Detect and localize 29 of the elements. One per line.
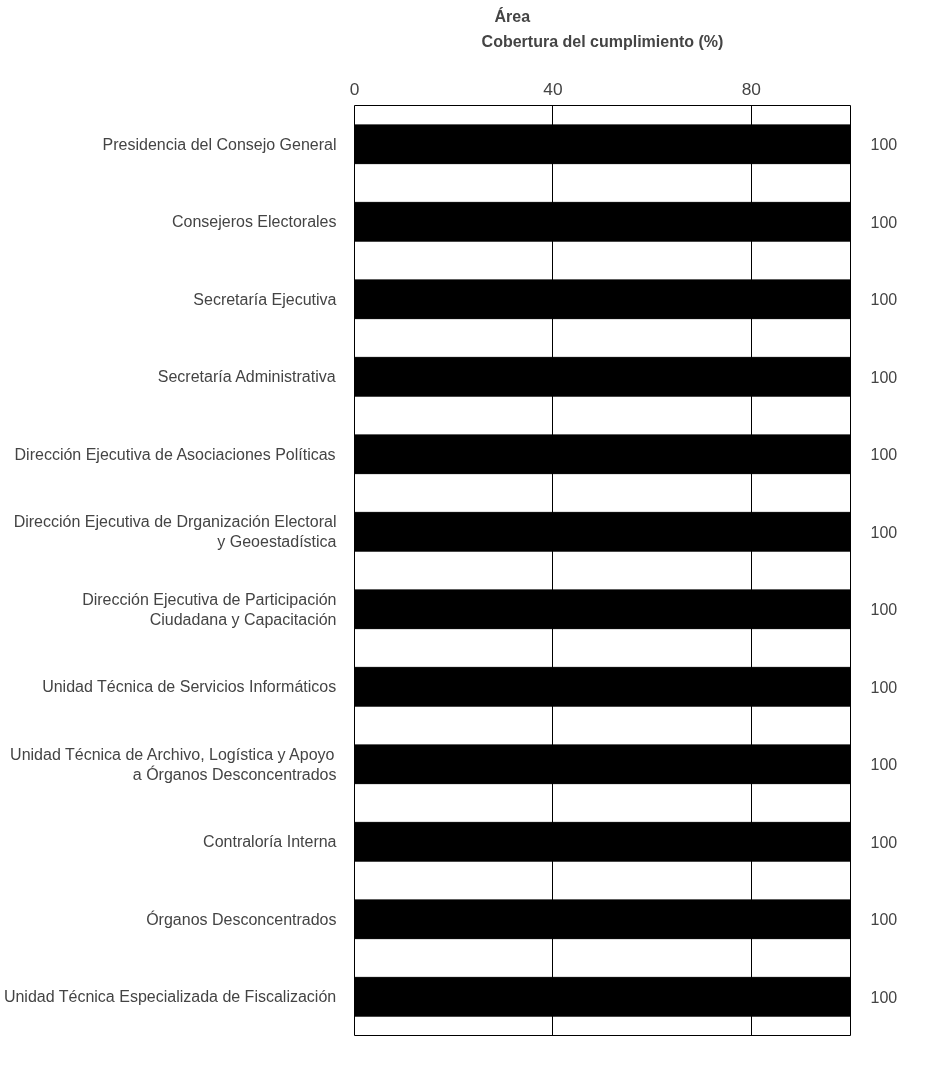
y-tick-label: Presidencia del Consejo General bbox=[102, 135, 337, 153]
data-label: 100 bbox=[870, 756, 898, 774]
data-label: 100 bbox=[870, 988, 898, 1006]
data-label: 100 bbox=[870, 368, 898, 386]
x-tick-label: 40 bbox=[543, 78, 563, 99]
data-label: 100 bbox=[870, 213, 898, 231]
y-axis-title: Área bbox=[494, 6, 531, 25]
data-label: 100 bbox=[870, 446, 898, 464]
y-tick-label: Contraloría Interna bbox=[203, 833, 337, 851]
y-tick-label: Dirección Ejecutiva de Asociaciones Políticas bbox=[14, 445, 336, 463]
y-tick-label: Órganos Desconcentrados bbox=[146, 909, 337, 928]
y-tick-label: Unidad Técnica Especializada de Fiscalización bbox=[3, 988, 337, 1006]
y-tick-label: Secretaría Administrativa bbox=[157, 368, 336, 386]
y-tick-label: Unidad Técnica de Servicios Informáticos bbox=[42, 678, 337, 696]
data-label: 100 bbox=[870, 833, 898, 851]
data-label: 100 bbox=[870, 136, 898, 154]
data-label: 100 bbox=[870, 523, 898, 541]
x-tick-label: 0 bbox=[349, 78, 360, 99]
y-tick-label: Unidad Técnica de Archivo, Logística y Apoyo a Órganos Desconcentrados bbox=[10, 745, 337, 783]
y-tick-label: Dirección Ejecutiva de Drganización Electoral y Geoestadística bbox=[13, 513, 337, 551]
y-tick-label: Consejeros Electorales bbox=[171, 213, 337, 231]
x-tick-label: 80 bbox=[741, 78, 761, 99]
data-label: 100 bbox=[870, 291, 898, 309]
data-label: 100 bbox=[870, 678, 898, 696]
data-label: 100 bbox=[870, 911, 898, 929]
data-label: 100 bbox=[870, 601, 898, 619]
x-axis-title: Cobertura del cumplimiento (%) bbox=[481, 32, 724, 50]
y-tick-label: Secretaría Ejecutiva bbox=[193, 290, 337, 308]
y-tick-label: Dirección Ejecutiva de Participación Ciudadana y Capacitación bbox=[82, 590, 337, 628]
